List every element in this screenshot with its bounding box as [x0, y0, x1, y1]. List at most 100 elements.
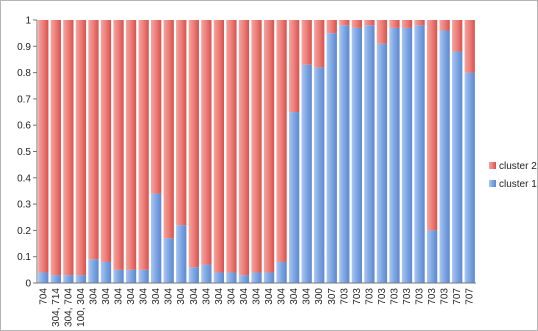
bar-cluster-1-27 [364, 25, 375, 283]
bar-cluster-2-35 [464, 20, 475, 73]
x-tick-label-7: 304 [114, 288, 125, 305]
x-tick-label-4: 100, 304 [76, 288, 87, 327]
bar-cluster-2-9 [138, 20, 149, 270]
bar-cluster-1-1 [38, 272, 49, 283]
bar-cluster-1-13 [188, 267, 199, 283]
x-tick-label-17: 304 [239, 288, 250, 305]
bar-cluster-1-15 [213, 272, 225, 283]
x-tick-label-16: 304 [226, 288, 237, 305]
bar-cluster-1-18 [251, 272, 262, 283]
bar-cluster-2-24 [326, 20, 337, 34]
legend-swatch-cluster-1 [489, 180, 496, 187]
x-tick-label-2: 304, 714 [51, 288, 62, 327]
bar-cluster-1-2 [50, 275, 61, 283]
bar-cluster-1-16 [226, 272, 237, 283]
bar-cluster-1-8 [125, 269, 137, 283]
bar-cluster-1-22 [301, 64, 312, 284]
x-tick-label-1: 704 [38, 288, 49, 305]
bar-cluster-2-32 [426, 20, 438, 231]
bar-cluster-1-6 [100, 261, 112, 283]
bar-cluster-1-12 [176, 225, 187, 283]
x-tick-label-32: 703 [427, 288, 438, 305]
legend-swatch-cluster-2 [489, 162, 496, 169]
x-tick-label-18: 304 [252, 288, 263, 305]
y-tick-label-0: 0 [25, 279, 31, 290]
x-tick-label-23: 300 [314, 288, 325, 305]
x-tick-label-6: 304 [101, 288, 112, 305]
x-tick-label-9: 304 [139, 288, 150, 305]
x-tick-label-24: 307 [327, 288, 338, 305]
x-tick-label-19: 304 [264, 288, 275, 305]
bar-cluster-2-25 [339, 20, 350, 26]
bar-cluster-2-4 [75, 20, 87, 276]
bar-cluster-1-26 [351, 27, 362, 283]
bar-cluster-1-5 [88, 259, 99, 283]
x-tick-label-26: 703 [352, 288, 363, 305]
x-tick-label-31: 703 [415, 288, 426, 305]
bar-cluster-2-19 [263, 20, 275, 273]
bar-cluster-1-11 [163, 238, 174, 283]
bar-cluster-1-4 [75, 275, 87, 283]
bar-cluster-1-7 [113, 269, 124, 283]
x-tick-label-29: 703 [389, 288, 400, 305]
x-tick-label-20: 304 [277, 288, 288, 305]
y-tick-label-10: 1 [25, 16, 31, 27]
y-tick-label-8: 0.8 [17, 68, 31, 79]
bar-cluster-2-12 [176, 20, 187, 226]
x-tick-label-10: 304 [151, 288, 162, 305]
y-tick-label-6: 0.6 [17, 121, 31, 132]
bar-cluster-1-31 [414, 25, 425, 283]
x-tick-label-13: 304 [189, 288, 200, 305]
bar-cluster-2-10 [151, 20, 162, 194]
bar-cluster-2-14 [201, 20, 212, 265]
x-tick-label-30: 703 [402, 288, 413, 305]
bar-cluster-2-2 [50, 20, 61, 276]
axes: 704 304, 714 304, 704 100, 304 304 304 304 304 3… [17, 16, 476, 327]
legend: cluster 2 cluster 1 [489, 161, 537, 190]
y-tick-label-3: 0.3 [17, 200, 31, 211]
x-tick-label-21: 304 [289, 288, 300, 305]
bar-cluster-2-13 [188, 20, 199, 268]
bar-cluster-2-29 [389, 20, 400, 28]
y-tick-label-1: 0.1 [17, 252, 31, 263]
x-tick-label-22: 304 [302, 288, 313, 305]
bar-cluster-1-17 [238, 275, 250, 283]
bar-cluster-1-19 [263, 272, 275, 283]
bar-cluster-2-8 [125, 20, 137, 270]
x-tick-label-14: 304 [201, 288, 212, 305]
x-tick-label-27: 703 [364, 288, 375, 305]
x-tick-label-15: 304 [214, 288, 225, 305]
legend-label-cluster-2: cluster 2 [499, 161, 537, 172]
bar-cluster-2-5 [88, 20, 99, 260]
x-tick-label-11: 304 [164, 288, 175, 305]
bar-cluster-2-3 [63, 20, 74, 276]
x-tick-label-33: 703 [440, 288, 451, 305]
bar-cluster-2-17 [238, 20, 250, 276]
x-tick-label-35: 707 [465, 288, 476, 305]
bar-cluster-1-9 [138, 269, 149, 283]
bar-cluster-1-14 [201, 264, 212, 283]
bar-cluster-2-33 [439, 20, 450, 31]
bar-cluster-2-26 [351, 20, 362, 28]
bars-group [38, 20, 475, 284]
bar-cluster-1-28 [376, 43, 388, 283]
bar-cluster-1-3 [63, 275, 74, 283]
bar-cluster-1-25 [339, 25, 350, 283]
bar-cluster-1-34 [452, 51, 463, 284]
y-tick-label-7: 0.7 [17, 94, 31, 105]
x-tick-label-8: 304 [126, 288, 137, 305]
bar-cluster-2-21 [288, 20, 300, 113]
bar-cluster-1-10 [151, 193, 162, 283]
bar-cluster-2-27 [364, 20, 375, 26]
bar-cluster-2-23 [314, 20, 325, 68]
bar-cluster-1-20 [276, 261, 287, 283]
bar-cluster-2-20 [276, 20, 287, 262]
bar-cluster-1-30 [401, 27, 413, 283]
bar-cluster-2-1 [38, 20, 49, 273]
bar-cluster-2-16 [226, 20, 237, 273]
x-tick-label-28: 703 [377, 288, 388, 305]
y-tick-label-5: 0.5 [17, 147, 31, 158]
bar-cluster-1-24 [326, 33, 337, 284]
bar-cluster-2-18 [251, 20, 262, 273]
